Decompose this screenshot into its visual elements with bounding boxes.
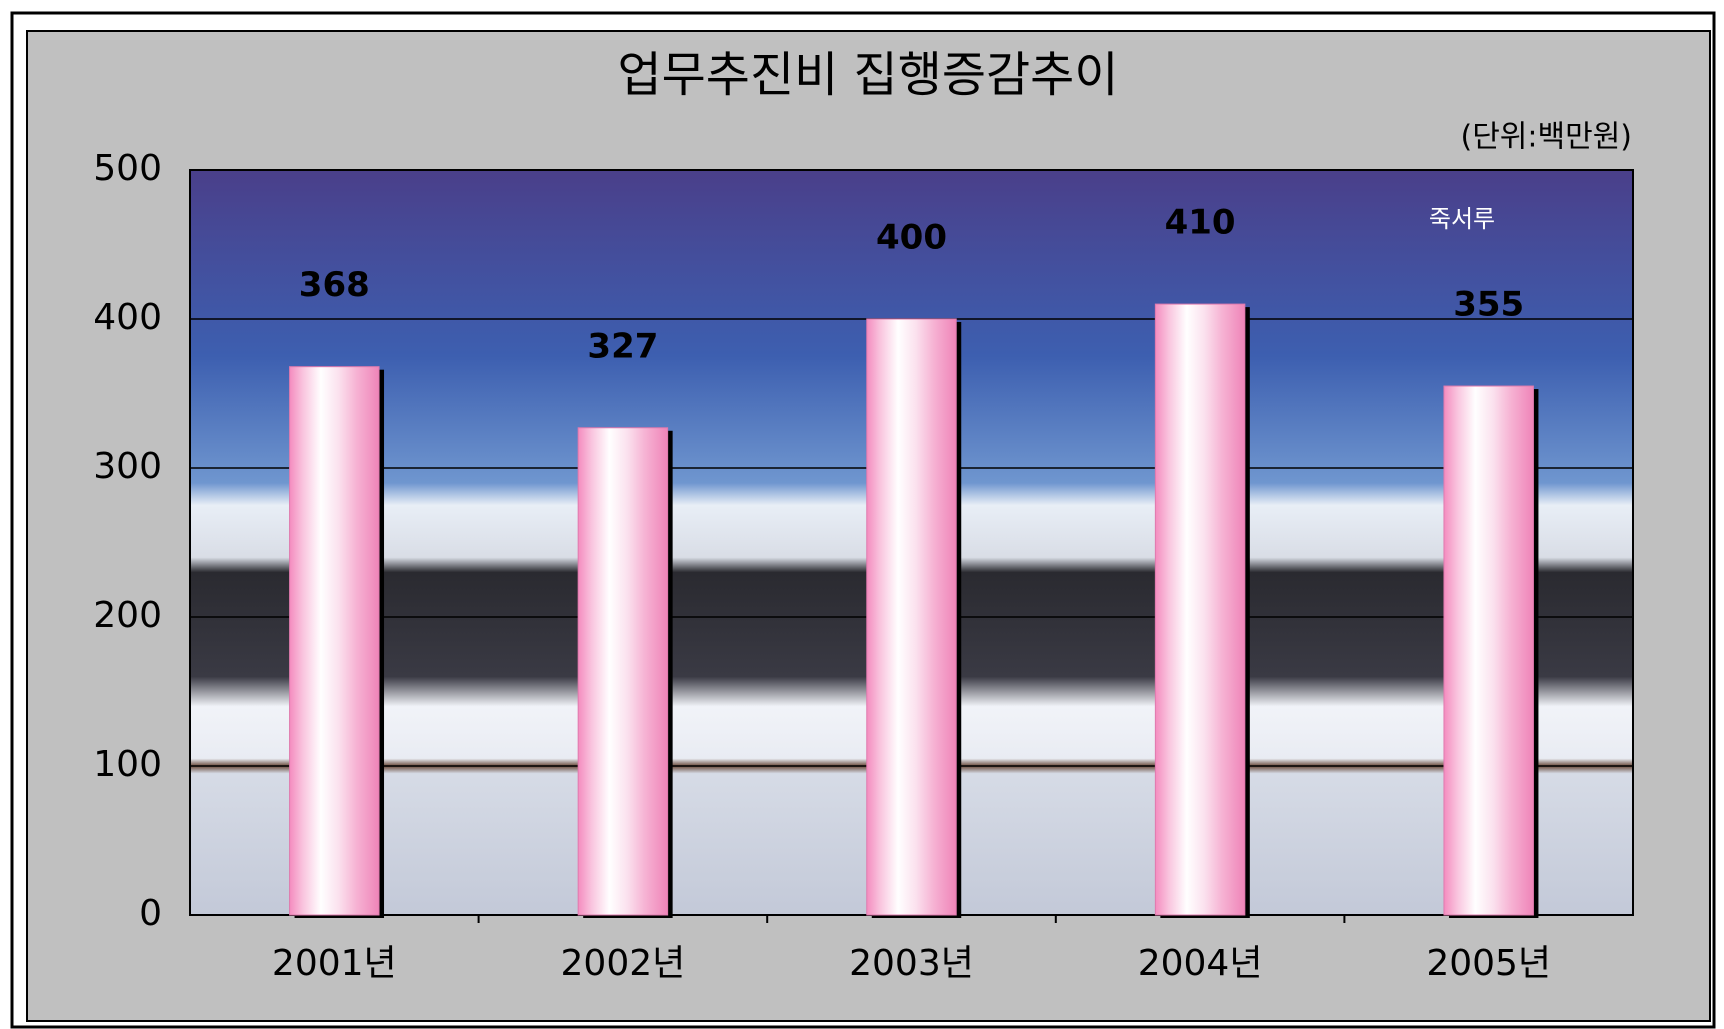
bar	[290, 367, 379, 915]
y-tick-label: 200	[93, 595, 162, 636]
value-label: 400	[876, 218, 947, 258]
bar	[1155, 304, 1244, 915]
value-label: 410	[1165, 203, 1236, 243]
y-tick-label: 500	[93, 148, 162, 189]
x-tick-label: 2003년	[849, 943, 974, 984]
x-tick-label: 2001년	[272, 943, 397, 984]
value-label: 355	[1453, 285, 1524, 325]
chart-title: 업무추진비 집행증감추이	[617, 47, 1118, 103]
y-tick-label: 400	[93, 297, 162, 338]
bar	[1444, 386, 1533, 915]
y-tick-label: 100	[93, 744, 162, 785]
x-tick-label: 2005년	[1426, 943, 1551, 984]
chart: 업무추진비 집행증감추이 (단위:백만원) 죽서루 0 100 200 300 400 5…	[0, 0, 1724, 1029]
x-tick-label: 2004년	[1138, 943, 1263, 984]
value-label: 327	[587, 326, 658, 366]
x-tick-label: 2002년	[561, 943, 686, 984]
unit-label: (단위:백만원)	[1460, 120, 1632, 155]
bar	[578, 428, 667, 915]
y-tick-label: 0	[139, 893, 162, 934]
photo-caption: 죽서루	[1429, 205, 1495, 233]
y-tick-label: 300	[93, 446, 162, 487]
value-label: 368	[299, 265, 370, 305]
bar	[867, 319, 956, 915]
